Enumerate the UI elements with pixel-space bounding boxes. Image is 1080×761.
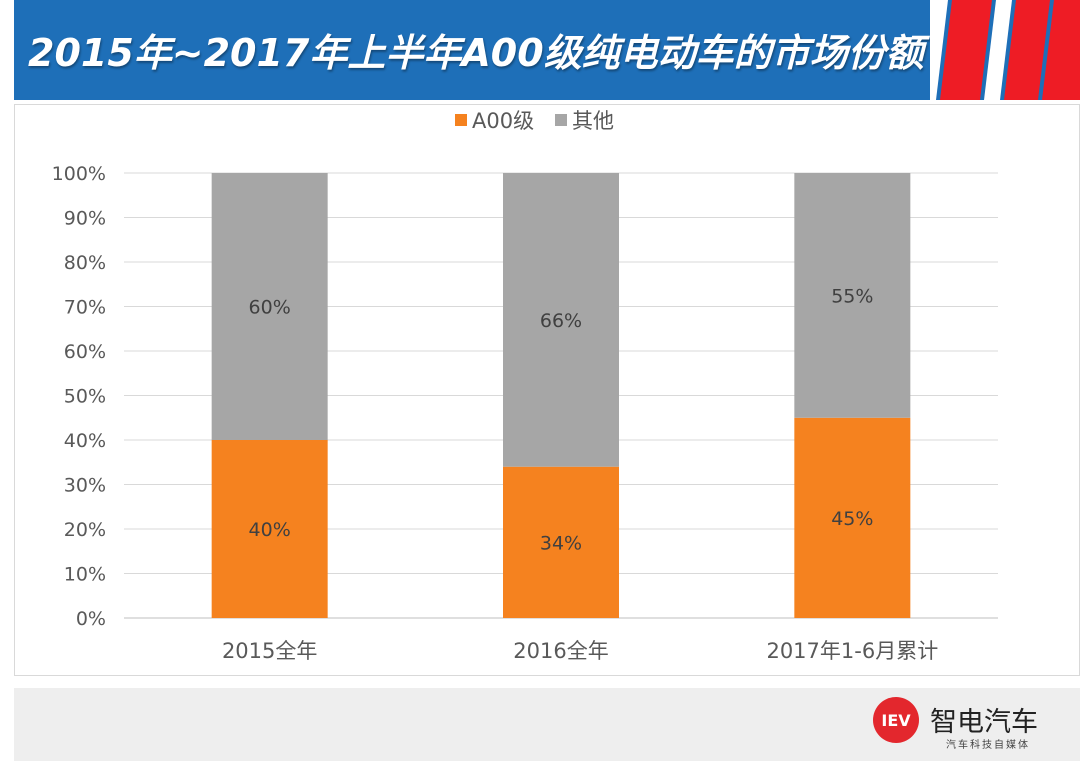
red-stripe-3 xyxy=(1042,0,1080,100)
title-bar: 2015年~2017年上半年A00级纯电动车的市场份额 xyxy=(14,0,1080,100)
bars xyxy=(211,173,911,618)
bar-segment xyxy=(211,440,328,618)
x-tick-label: 2016全年 xyxy=(513,639,608,663)
bar-segment xyxy=(503,466,619,618)
y-tick-label: 20% xyxy=(64,519,106,541)
white-stripe-2 xyxy=(984,0,1012,100)
y-tick-label: 0% xyxy=(76,608,106,630)
y-tick-label: 30% xyxy=(64,475,106,497)
data-label: 34% xyxy=(540,532,582,554)
data-label: 66% xyxy=(540,310,582,332)
y-tick-label: 60% xyxy=(64,341,106,363)
data-label: 40% xyxy=(249,519,291,541)
iev-logo-icon: IEV xyxy=(873,697,919,743)
legend-label: 其他 xyxy=(572,109,614,133)
footer-band xyxy=(14,688,1080,761)
data-label: 60% xyxy=(249,297,291,319)
x-tick-label: 2015全年 xyxy=(222,639,317,663)
red-stripe-1 xyxy=(940,0,992,100)
y-tick-label: 40% xyxy=(64,430,106,452)
bar-segment xyxy=(794,417,911,618)
legend-swatch xyxy=(555,114,567,126)
stacked-bar-chart: A00级 其他 0% 10% 20% 30% 40% 50% 60% 70% 80% 90% 100%… xyxy=(52,109,998,663)
y-tick-label: 10% xyxy=(64,564,106,586)
x-axis: 2015全年 2016全年 2017年1-6月累计 xyxy=(222,639,938,663)
brand-name: 智电汽车 xyxy=(930,707,1038,738)
chart-legend: A00级 其他 xyxy=(455,109,614,133)
data-labels: 40% 60% 34% 66% 45% 55% xyxy=(249,285,874,554)
y-tick-label: 90% xyxy=(64,208,106,230)
decorative-stripes xyxy=(930,0,1080,100)
page-title: 2015年~2017年上半年A00级纯电动车的市场份额 xyxy=(28,31,924,75)
y-tick-label: 80% xyxy=(64,252,106,274)
logo-text: IEV xyxy=(881,711,911,730)
y-tick-label: 50% xyxy=(64,386,106,408)
y-tick-label: 100% xyxy=(52,163,106,185)
y-axis: 0% 10% 20% 30% 40% 50% 60% 70% 80% 90% 100% xyxy=(52,163,106,630)
data-label: 45% xyxy=(831,508,873,530)
white-stripe xyxy=(930,0,948,100)
x-tick-label: 2017年1-6月累计 xyxy=(766,639,938,663)
data-label: 55% xyxy=(831,285,873,307)
bar-segment xyxy=(794,173,911,418)
legend-label: A00级 xyxy=(472,109,534,133)
bar-segment xyxy=(503,173,619,467)
legend-swatch xyxy=(455,114,467,126)
bar-segment xyxy=(211,173,328,440)
brand-subtitle: 汽车科技自媒体 xyxy=(946,740,1030,751)
red-stripe-2 xyxy=(1004,0,1050,100)
y-tick-label: 70% xyxy=(64,297,106,319)
